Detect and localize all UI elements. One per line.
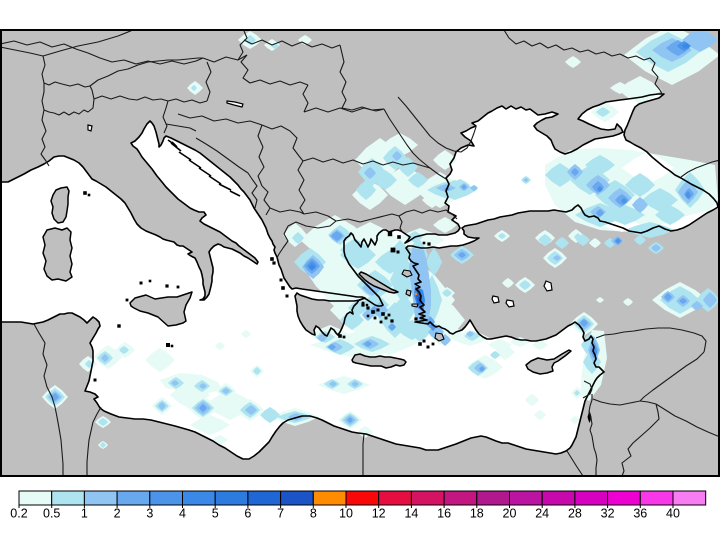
svg-text:8: 8 [310,507,317,521]
svg-text:0.2: 0.2 [10,507,27,521]
svg-text:14: 14 [404,507,418,521]
svg-text:16: 16 [437,507,451,521]
svg-text:24: 24 [535,507,549,521]
svg-text:12: 12 [372,507,386,521]
svg-text:4: 4 [179,507,186,521]
svg-text:2: 2 [114,507,121,521]
svg-text:28: 28 [568,507,582,521]
svg-text:18: 18 [470,507,484,521]
svg-text:1: 1 [81,507,88,521]
svg-text:3: 3 [146,507,153,521]
svg-text:36: 36 [633,507,647,521]
svg-text:5: 5 [212,507,219,521]
svg-text:40: 40 [666,507,680,521]
svg-text:0.5: 0.5 [43,507,60,521]
svg-text:20: 20 [503,507,517,521]
svg-text:32: 32 [601,507,615,521]
svg-text:6: 6 [244,507,251,521]
svg-text:7: 7 [277,507,284,521]
svg-text:10: 10 [339,507,353,521]
